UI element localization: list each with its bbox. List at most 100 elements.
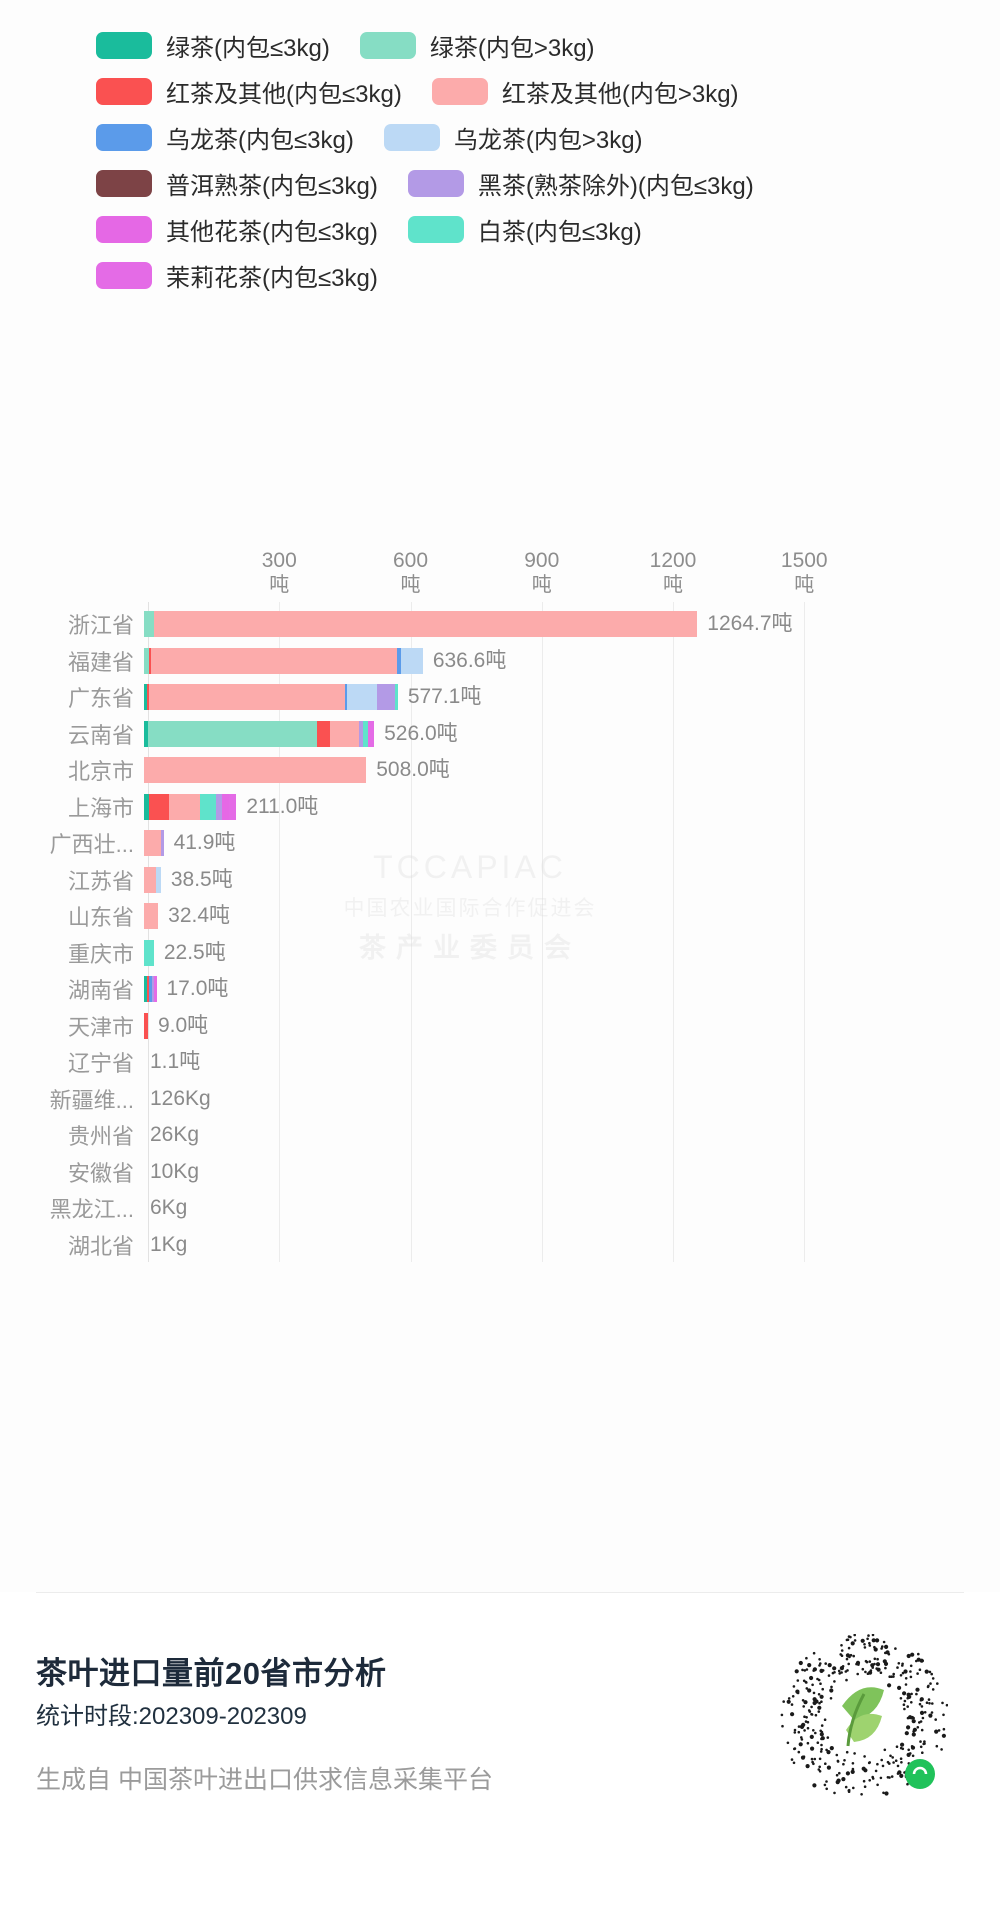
bar-row[interactable]: 广西壮... 41.9吨 (0, 825, 1000, 861)
legend-item[interactable]: 乌龙茶(内包>3kg) (383, 120, 643, 155)
bar-segment[interactable] (148, 647, 152, 674)
bar-segment[interactable] (161, 830, 164, 856)
bar-segment[interactable] (144, 757, 367, 783)
x-axis-tick: 600 吨 (393, 548, 428, 598)
qr-code-icon[interactable] (780, 1633, 949, 1802)
bar-row[interactable]: 北京市 508.0吨 (0, 752, 1000, 788)
legend-item[interactable]: 红茶及其他(内包≤3kg) (96, 74, 402, 109)
legend-label: 普洱熟茶(内包≤3kg) (166, 172, 378, 200)
bar-segment[interactable] (144, 976, 147, 1002)
bar-segment[interactable] (347, 684, 377, 710)
legend-label: 乌龙茶(内包≤3kg) (166, 126, 354, 154)
bar-segment[interactable] (200, 793, 217, 820)
bar-row[interactable]: 天津市 9.0吨 (0, 1008, 1000, 1044)
bar-row[interactable]: 湖南省 17.0吨 (0, 971, 1000, 1007)
bar-segment[interactable] (144, 684, 147, 710)
bar-track: 6Kg (144, 1190, 1000, 1226)
bar-segment[interactable] (169, 793, 201, 820)
bar-row[interactable]: 贵州省 26Kg (0, 1117, 1000, 1153)
stacked-bar[interactable] (144, 1012, 148, 1039)
bar-segment[interactable] (149, 976, 152, 1002)
bar-segment[interactable] (144, 903, 159, 929)
bar-track: 577.1吨 (144, 679, 1000, 715)
bar-segment[interactable] (149, 684, 345, 710)
category-label: 安徽省 (67, 1160, 134, 1186)
stacked-bar[interactable] (144, 830, 164, 856)
bar-segment[interactable] (376, 684, 396, 710)
legend-label: 红茶及其他(内包>3kg) (501, 80, 739, 108)
bar-segment[interactable] (344, 684, 348, 710)
bar-row[interactable]: 山东省 32.4吨 (0, 898, 1000, 934)
legend-item[interactable]: 白茶(内包≤3kg) (407, 212, 642, 247)
bar-segment[interactable] (156, 866, 161, 893)
bar-value-label: 211.0吨 (246, 794, 319, 818)
stacked-bar[interactable] (144, 866, 161, 893)
bar-segment[interactable] (144, 866, 157, 893)
bar-segment[interactable] (154, 611, 698, 637)
bar-segment[interactable] (229, 793, 237, 820)
bar-segment[interactable] (144, 830, 162, 856)
bar-segment[interactable] (151, 647, 398, 674)
bar-value-label: 1264.7吨 (707, 612, 793, 635)
bar-segment[interactable] (144, 720, 149, 747)
bar-segment[interactable] (216, 793, 222, 820)
bar-segment[interactable] (397, 647, 402, 674)
legend-label: 红茶及其他(内包≤3kg) (166, 80, 402, 108)
category-label: 上海市 (67, 795, 134, 821)
bar-segment[interactable] (154, 976, 157, 1002)
bar-segment[interactable] (221, 793, 230, 820)
bar-segment[interactable] (363, 720, 369, 747)
stacked-bar[interactable] (144, 903, 159, 929)
bar-segment[interactable] (395, 684, 398, 710)
bar-row[interactable]: 黑龙江... 6Kg (0, 1190, 1000, 1226)
stacked-bar[interactable] (144, 611, 698, 637)
legend-item[interactable]: 茉莉花茶(内包≤3kg) (96, 258, 378, 293)
bar-segment[interactable] (148, 720, 318, 747)
bar-segment[interactable] (151, 976, 154, 1002)
legend-item[interactable]: 普洱熟茶(内包≤3kg) (96, 166, 378, 201)
legend-item[interactable]: 黑茶(熟茶除外)(内包≤3kg) (407, 166, 754, 201)
bar-segment[interactable] (146, 976, 149, 1002)
bar-segment[interactable] (144, 647, 149, 674)
stacked-bar[interactable] (144, 793, 237, 820)
legend-item[interactable]: 红茶及其他(内包>3kg) (431, 74, 739, 109)
bar-segment[interactable] (144, 611, 155, 637)
bar-row[interactable]: 上海市 211.0吨 (0, 789, 1000, 825)
legend-label: 绿茶(内包≤3kg) (166, 34, 330, 62)
legend-swatch-icon (359, 31, 416, 59)
stacked-bar[interactable] (144, 647, 423, 674)
category-label: 江苏省 (67, 868, 134, 894)
bar-segment[interactable] (144, 1012, 148, 1039)
bar-row[interactable]: 福建省 636.6吨 (0, 643, 1000, 679)
bar-row[interactable]: 云南省 526.0吨 (0, 716, 1000, 752)
bar-row[interactable]: 重庆市 22.5吨 (0, 935, 1000, 971)
stacked-bar[interactable] (144, 757, 367, 783)
bar-segment[interactable] (359, 720, 364, 747)
legend-item[interactable]: 乌龙茶(内包≤3kg) (96, 120, 354, 155)
legend-item[interactable]: 绿茶(内包≤3kg) (96, 28, 330, 63)
stacked-bar[interactable] (144, 976, 157, 1002)
bar-segment[interactable] (149, 793, 170, 820)
bar-segment[interactable] (144, 939, 154, 966)
bar-row[interactable]: 广东省 577.1吨 (0, 679, 1000, 715)
bar-row[interactable]: 安徽省 10Kg (0, 1154, 1000, 1190)
stacked-bar[interactable] (144, 939, 154, 966)
bar-row[interactable]: 湖北省 1Kg (0, 1227, 1000, 1263)
bar-track: 26Kg (144, 1117, 1000, 1153)
bar-row[interactable]: 辽宁省 1.1吨 (0, 1044, 1000, 1080)
legend-item[interactable]: 绿茶(内包>3kg) (359, 28, 595, 63)
legend-item[interactable]: 其他花茶(内包≤3kg) (96, 212, 378, 247)
bar-row[interactable]: 浙江省 1264.7吨 (0, 606, 1000, 642)
bar-row[interactable]: 新疆维... 126Kg (0, 1081, 1000, 1117)
bar-segment[interactable] (368, 720, 375, 747)
x-axis-tick-value: 1200 (649, 549, 697, 572)
bar-segment[interactable] (329, 720, 360, 747)
stacked-bar[interactable] (144, 684, 398, 710)
bar-row[interactable]: 江苏省 38.5吨 (0, 862, 1000, 898)
stacked-bar[interactable] (144, 720, 375, 747)
bar-segment[interactable] (401, 647, 423, 674)
bar-segment[interactable] (317, 720, 330, 747)
bar-segment[interactable] (144, 793, 150, 820)
bar-segment[interactable] (146, 684, 150, 710)
legend-swatch-icon (96, 261, 152, 289)
